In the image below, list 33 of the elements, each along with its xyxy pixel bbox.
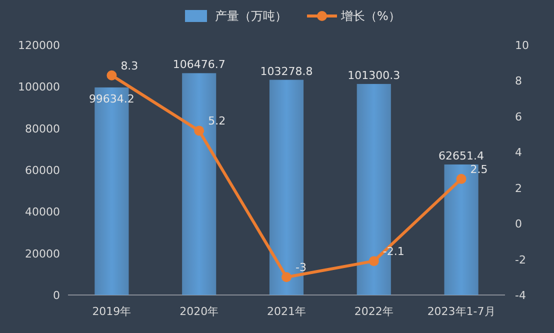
point	[106, 70, 117, 80]
y2-tick-label: 10	[515, 39, 529, 52]
y-tick-label: 100000	[18, 80, 60, 94]
data-label: 103278.8	[260, 64, 313, 78]
x-tick-label: 2021年	[267, 305, 306, 318]
data-label: 62651.4	[438, 149, 484, 162]
x-tick-label: 2019年	[92, 305, 132, 318]
point	[368, 256, 379, 266]
y2-tick-label: 6	[515, 110, 522, 124]
point	[282, 272, 292, 282]
legend-label: 增长（%）	[340, 9, 400, 23]
y2-tick-label: 4	[515, 146, 522, 160]
y-tick-label: 0	[53, 289, 60, 302]
point	[456, 174, 466, 184]
y2-tick-label: -2	[515, 253, 526, 266]
data-label: 8.3	[120, 59, 138, 72]
bar	[269, 80, 304, 295]
y2-tick-label: 2	[515, 182, 522, 195]
x-tick-label: 2020年	[180, 305, 219, 318]
y2-tick-label: 8	[515, 74, 522, 88]
y-tick-label: 80000	[25, 122, 60, 136]
y2-tick-label: -4	[515, 289, 526, 302]
point	[194, 126, 204, 136]
y-tick-label: 120000	[18, 39, 60, 52]
y-tick-label: 60000	[25, 164, 60, 177]
y-tick-label: 20000	[25, 247, 60, 260]
x-tick-label: 2023年1-7月	[427, 305, 496, 318]
y-tick-label: 40000	[25, 206, 60, 219]
x-tick-label: 2022年	[354, 305, 394, 318]
data-label: 106476.7	[172, 58, 226, 72]
y2-tick-label: 0	[515, 218, 522, 231]
legend-label: 产量（万吨）	[215, 9, 287, 23]
data-label: 101300.3	[348, 68, 400, 82]
